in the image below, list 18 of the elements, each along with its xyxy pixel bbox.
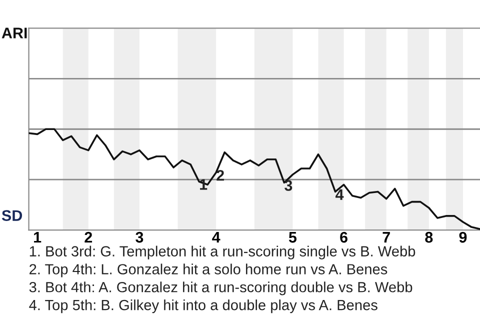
x-tick-label: 1	[34, 232, 42, 243]
annotation: 3	[284, 180, 292, 191]
x-tick-label: 3	[136, 232, 144, 243]
text: 3. Bot 4th: A. Gonzalez hit a run-scoring double vs B. Webb	[29, 282, 412, 296]
text: 2. Top 4th: L. Gonzalez hit a solo home run vs A. Benes	[30, 264, 388, 278]
x-tick-label: 8	[425, 232, 433, 243]
x-tick-label: 4	[212, 232, 220, 243]
x-tick-label: 7	[382, 232, 390, 243]
text: 4. Top 5th: B. Gilkey hit into a double play vs A. Benes	[29, 300, 378, 314]
x-tick-label: 6	[340, 232, 348, 243]
x-tick-label: 2	[84, 232, 92, 243]
x-tick-label: 9	[459, 232, 467, 243]
text: SD	[2, 210, 22, 221]
x-tick-label: 5	[288, 232, 297, 243]
text: 1. Bot 3rd: G. Templeton hit a run-scoring single vs B. Webb	[30, 246, 416, 260]
text: ARI	[2, 28, 27, 38]
annotation: 2	[216, 170, 224, 181]
annotation: 4	[336, 189, 344, 200]
